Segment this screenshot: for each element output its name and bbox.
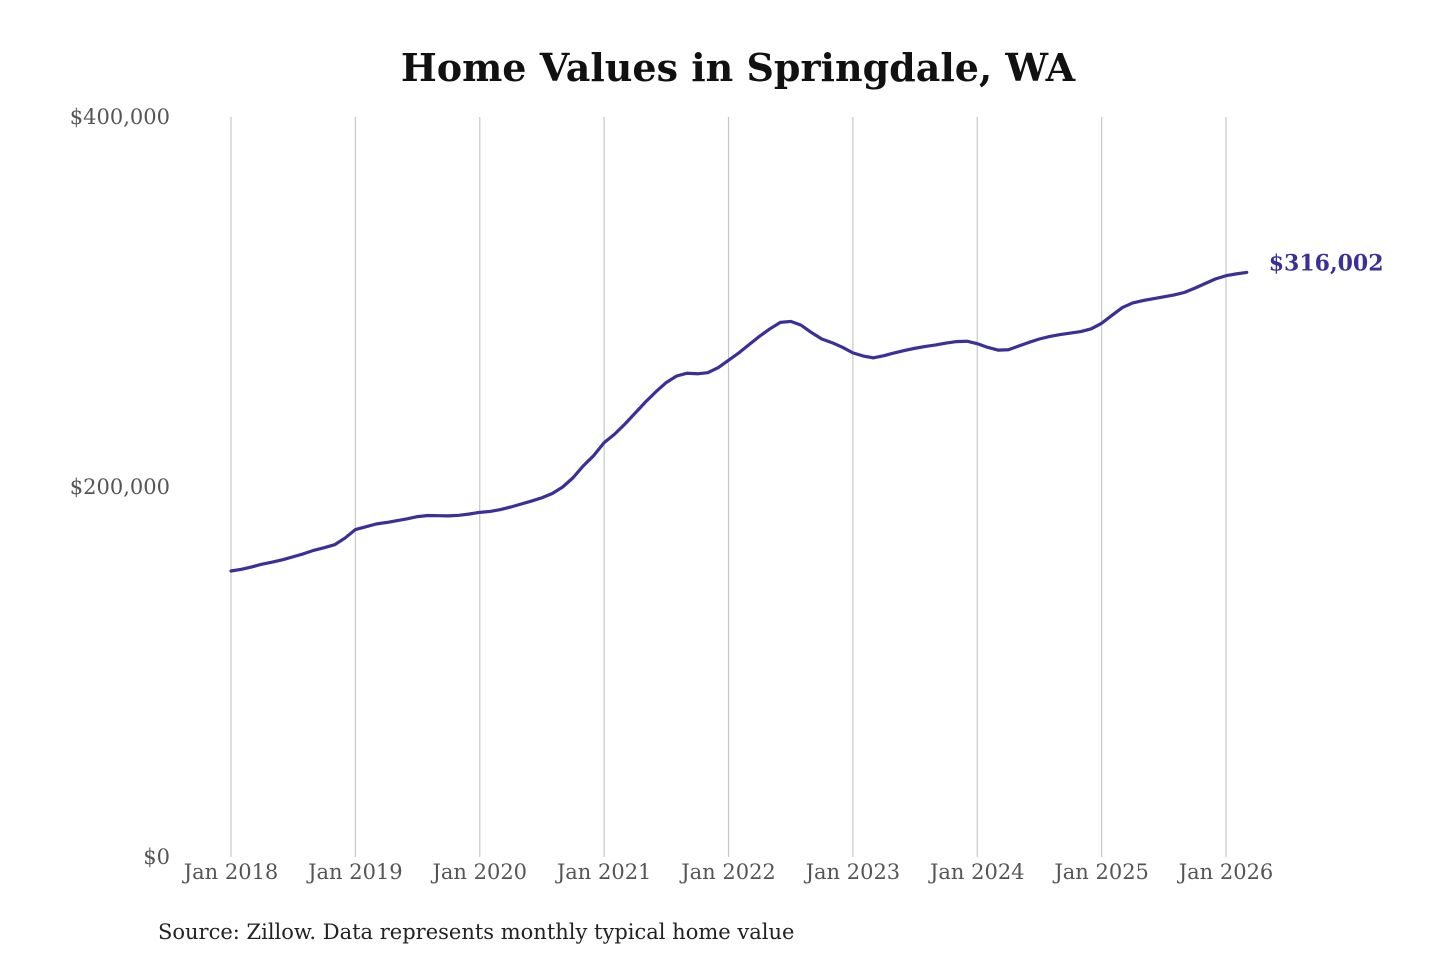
- x-tick-label: Jan 2018: [182, 860, 279, 884]
- x-tick-label: Jan 2021: [555, 860, 652, 884]
- x-tick-label: Jan 2023: [804, 860, 901, 884]
- y-tick-label: $0: [143, 845, 170, 869]
- y-tick-label: $400,000: [70, 105, 170, 129]
- source-note: Source: Zillow. Data represents monthly …: [158, 920, 794, 944]
- x-tick-label: Jan 2022: [679, 860, 776, 884]
- end-value-label: $316,002: [1269, 250, 1384, 276]
- chart-title: Home Values in Springdale, WA: [401, 45, 1076, 90]
- y-tick-label: $200,000: [70, 475, 170, 499]
- x-tick-label: Jan 2025: [1052, 860, 1149, 884]
- x-tick-label: Jan 2020: [430, 860, 527, 884]
- x-tick-label: Jan 2026: [1177, 860, 1274, 884]
- data-line: [229, 270, 1249, 573]
- x-tick-label: Jan 2024: [928, 860, 1025, 884]
- x-tick-label: Jan 2019: [306, 860, 403, 884]
